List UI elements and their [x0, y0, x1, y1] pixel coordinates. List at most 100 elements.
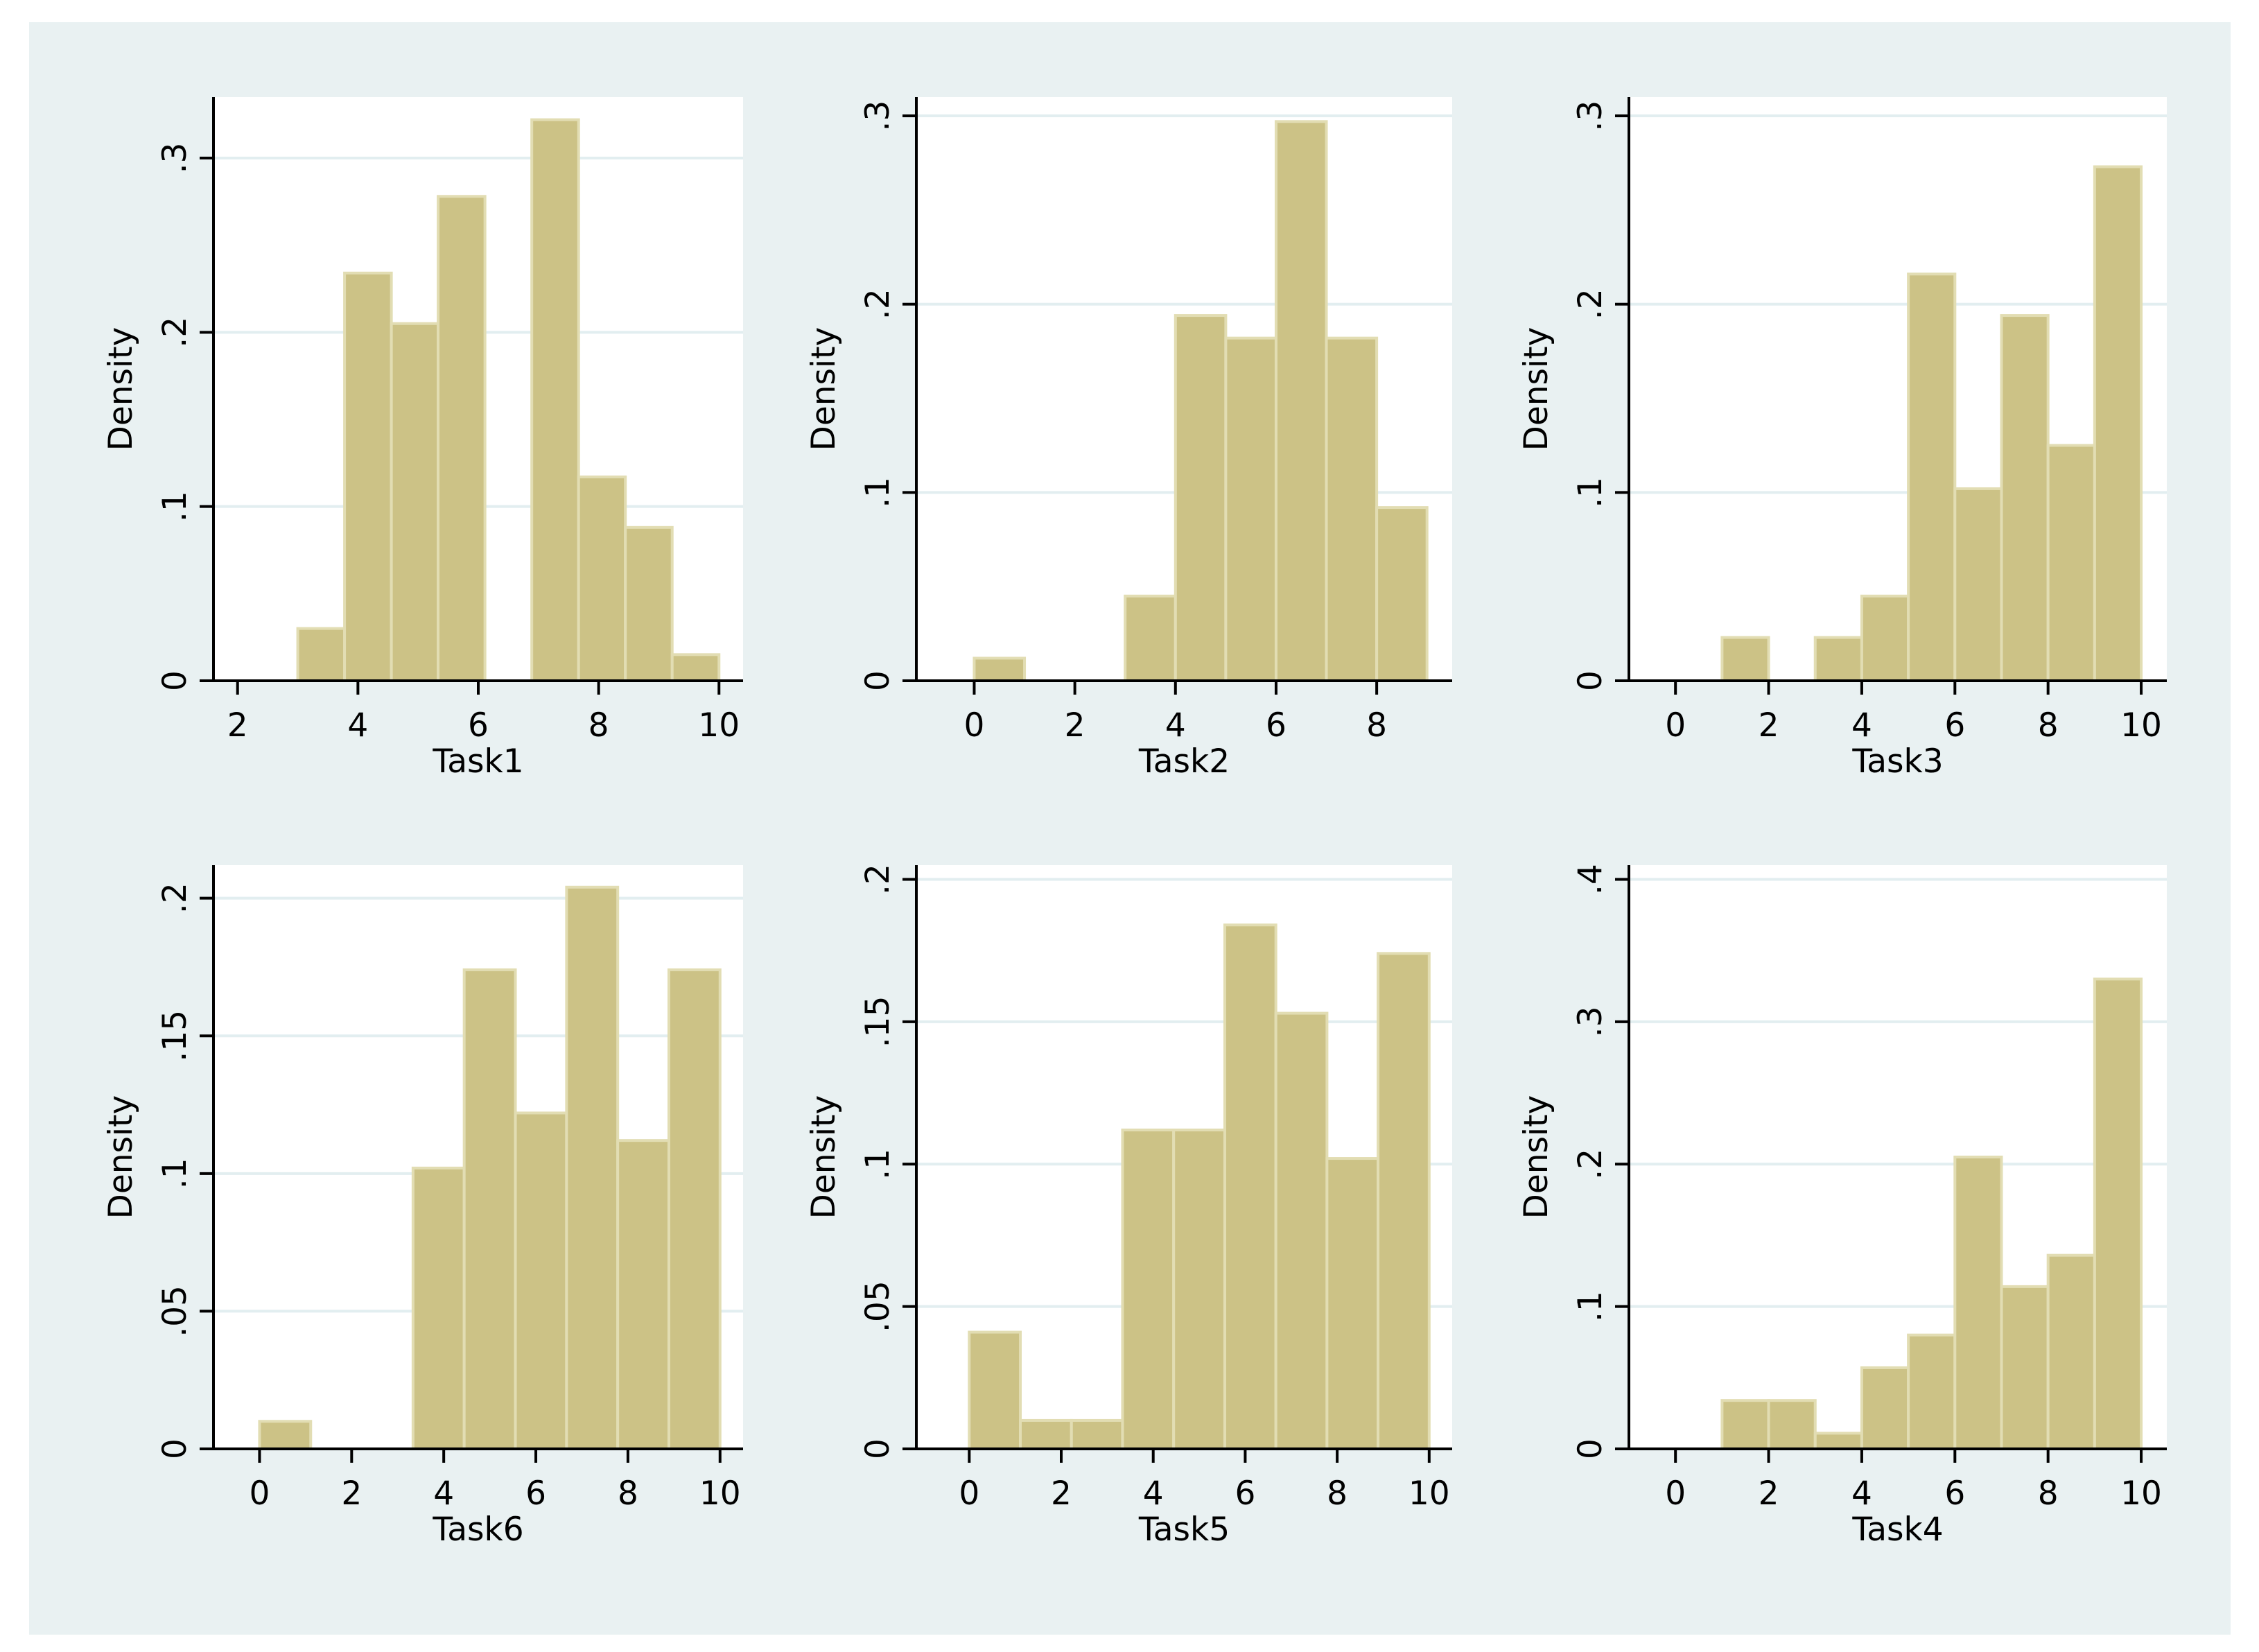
y-tick-label: .1: [156, 491, 194, 522]
y-tick-label: .2: [859, 288, 897, 320]
y-tick-label: 0: [156, 670, 194, 691]
x-tick-label: 6: [1944, 706, 1965, 745]
x-tick-label: 2: [1051, 1475, 1072, 1513]
histogram-bar: [1274, 1011, 1329, 1450]
y-tick-label: 0: [1571, 670, 1610, 691]
x-axis-title: Task5: [1138, 1511, 1230, 1549]
histogram-bar: [411, 1166, 466, 1451]
histogram-bar: [1813, 636, 1863, 683]
y-tick-label: .3: [156, 143, 194, 174]
x-tick-label: 4: [1143, 1475, 1164, 1513]
histogram-bar: [1377, 952, 1431, 1450]
histogram-bar: [1860, 1366, 1910, 1450]
x-tick-label: 6: [525, 1475, 546, 1513]
x-tick-label: 8: [2038, 1475, 2059, 1513]
panel-3: 0 2 4 6 8 10 0 .1 .2 .3 Task3 Density: [1517, 97, 2167, 781]
histogram-bar: [343, 271, 393, 683]
histogram-bar: [2000, 314, 2050, 682]
y-tick-label: .2: [859, 864, 897, 895]
histogram-panels: 2 4 6 8 10 0 .1 .2 .3 Task1 Density 0 2 4 6 8 0 .1 .2 .3 Tas…: [102, 97, 2167, 1549]
histogram-bar: [1813, 1432, 1863, 1450]
histogram-bar: [1860, 594, 1910, 682]
histogram-bar: [1325, 1157, 1380, 1451]
x-tick-label: 4: [1165, 706, 1186, 745]
y-tick-label: 0: [156, 1438, 194, 1459]
y-axis-title: Density: [805, 1095, 843, 1219]
histogram-bar: [1767, 1399, 1817, 1451]
x-tick-label: 8: [1366, 706, 1387, 745]
x-tick-label: 8: [1327, 1475, 1347, 1513]
x-tick-label: 4: [1851, 1475, 1872, 1513]
x-axis-title: Task2: [1138, 742, 1230, 781]
histogram-bar: [1907, 272, 1957, 683]
x-tick-label: 6: [1944, 1475, 1965, 1513]
x-tick-label: 8: [2038, 706, 2059, 745]
x-axis-title: Task1: [432, 742, 523, 781]
y-axis-title: Density: [102, 1095, 140, 1219]
y-tick-label: .1: [1571, 1291, 1610, 1322]
histogram-bar: [2093, 165, 2143, 683]
histogram-bar: [1224, 336, 1277, 682]
y-tick-label: .05: [156, 1285, 194, 1337]
histogram-bar: [1172, 1128, 1226, 1450]
histogram-bar: [624, 525, 674, 683]
histogram-bar: [1953, 487, 2003, 682]
y-tick-label: .1: [1571, 477, 1610, 508]
histogram-bar: [670, 653, 721, 683]
x-tick-label: 0: [959, 1475, 979, 1513]
histogram-bar: [2046, 1253, 2096, 1450]
x-tick-label: 10: [699, 1475, 741, 1513]
y-tick-label: .2: [156, 882, 194, 914]
histogram-bar: [972, 657, 1027, 682]
histogram-bar: [1953, 1156, 2003, 1450]
x-tick-label: 2: [227, 706, 248, 745]
x-tick-label: 0: [249, 1475, 270, 1513]
histogram-bar: [2093, 977, 2143, 1451]
histogram-bar: [1375, 506, 1429, 683]
x-tick-label: 2: [1759, 1475, 1779, 1513]
histogram-bar: [1019, 1418, 1073, 1450]
y-tick-label: .4: [1571, 864, 1610, 895]
y-tick-label: 0: [859, 670, 897, 691]
y-tick-label: .05: [859, 1280, 897, 1332]
histogram-bar: [1124, 594, 1177, 682]
y-tick-label: .1: [859, 1149, 897, 1180]
x-tick-label: 10: [2120, 1475, 2162, 1513]
x-tick-label: 2: [1065, 706, 1085, 745]
x-tick-label: 0: [964, 706, 985, 745]
x-tick-label: 4: [347, 706, 368, 745]
x-tick-label: 8: [618, 1475, 638, 1513]
y-tick-label: .1: [859, 477, 897, 508]
x-tick-label: 4: [1851, 706, 1872, 745]
y-tick-label: .2: [1571, 288, 1610, 320]
x-axis-title: Task3: [1851, 742, 1943, 781]
histogram-bar: [296, 627, 347, 682]
histogram-bar: [1325, 336, 1379, 682]
x-tick-label: 6: [1235, 1475, 1255, 1513]
histogram-bar: [1720, 636, 1770, 683]
x-tick-label: 6: [468, 706, 489, 745]
y-tick-label: .2: [1571, 1149, 1610, 1180]
panel-1: 2 4 6 8 10 0 .1 .2 .3 Task1 Density: [102, 97, 743, 781]
histogram-bar: [1274, 120, 1328, 682]
y-tick-label: .2: [156, 317, 194, 348]
x-axis-title: Task6: [432, 1511, 523, 1549]
x-tick-label: 6: [1266, 706, 1287, 745]
y-axis-title: Density: [1517, 327, 1555, 451]
y-tick-label: .3: [1571, 1006, 1610, 1037]
panel-2: 0 2 4 6 8 0 .1 .2 .3 Task2 Density: [805, 97, 1452, 781]
histogram-bar: [437, 195, 487, 682]
histogram-bar: [1174, 314, 1228, 682]
histogram-bar: [530, 118, 580, 682]
panel-4: 0 2 4 6 8 10 0 .05 .1 .15 .2 Task6 Density: [102, 865, 743, 1549]
x-tick-label: 0: [1665, 1475, 1686, 1513]
histogram-bar: [1121, 1128, 1176, 1450]
y-tick-label: .15: [859, 996, 897, 1048]
histogram-bar: [390, 322, 440, 682]
y-axis-title: Density: [102, 327, 140, 451]
y-tick-label: 0: [859, 1438, 897, 1459]
y-axis-title: Density: [805, 327, 843, 451]
x-tick-label: 8: [588, 706, 609, 745]
histogram-bar: [1907, 1333, 1957, 1450]
